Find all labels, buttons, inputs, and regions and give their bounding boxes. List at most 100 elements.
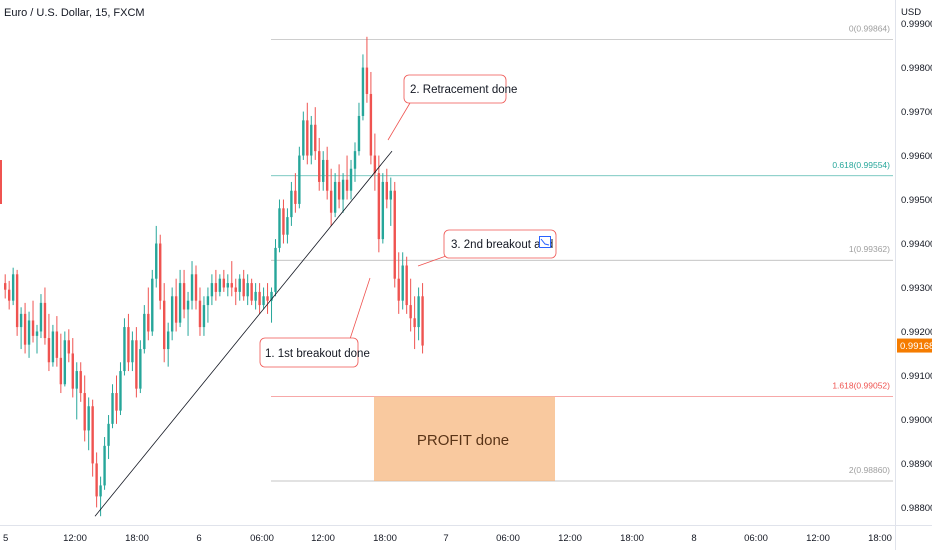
fib-0-label: 0(0.99864) [849,23,890,33]
time-tick: 12:00 [311,533,335,544]
candle-body [186,300,190,310]
candle-body [421,296,424,346]
candle-body [258,291,261,306]
candle-body [242,278,245,297]
time-tick: 5 [3,533,8,544]
fib-0618-label: 0.618(0.99554) [832,160,890,170]
callout-2nd-breakout-pointer [417,255,447,267]
price-tick: 0.99700 [901,107,932,118]
candle-body [83,393,86,431]
candle-body [91,406,94,464]
candle-body [143,313,146,350]
candle-body [27,320,31,345]
candle-body [409,305,412,319]
candle-body [111,393,114,424]
candle-body [39,302,43,332]
candle-body [413,318,416,328]
candle-body [19,313,23,328]
candle-body [325,159,329,191]
candle-body [202,305,206,328]
time-axis[interactable]: 5 12:00 18:00 6 06:00 12:00 18:00 7 06:00 12:00 18… [3,533,892,544]
candle-body [31,320,35,336]
price-tick: 0.98800 [901,503,932,514]
price-tick: 0.99300 [901,283,932,294]
candle-body [166,331,170,350]
candle-body [401,265,404,301]
candle-body [377,173,381,240]
candle-body [329,190,333,213]
candle-body [147,313,150,332]
candle-body [174,296,178,323]
candle-body [314,124,317,152]
chart-title: Euro / U.S. Dollar, 15, FXCM [4,7,145,19]
time-tick: 06:00 [744,533,768,544]
candle-body [393,190,396,279]
candle-body [131,340,134,363]
time-tick: 12:00 [63,533,87,544]
candle-body [286,217,289,235]
candle-body [119,371,122,411]
candle-body [349,168,353,191]
candle-body [381,181,385,240]
candle-body [405,265,408,306]
candle-body [135,340,138,389]
candle-body [302,120,305,156]
candle-body [75,371,78,389]
edge-candle [0,160,2,204]
candle-body [87,406,90,431]
candle-body [389,190,392,200]
candle-body [234,287,237,292]
chart-icon [539,236,551,248]
callout-2nd-breakout[interactable]: 3. 2nd breakout and [417,229,557,267]
callout-retracement-pointer [387,102,411,141]
candle-body [318,151,321,182]
candle-body [310,124,313,156]
candle-body [55,331,59,358]
candle-body [397,278,400,301]
time-tick: 6 [196,533,201,544]
candle-body [11,274,15,301]
candle-body [139,349,142,389]
callout-1st-breakout[interactable]: 1. 1st breakout done [259,277,371,368]
candle-body [254,291,257,301]
candle-body [282,208,285,235]
price-tick: 0.99500 [901,195,932,206]
time-tick: 7 [443,533,448,544]
candle-body [345,179,349,191]
last-price-marker: 0.99168 [897,338,932,353]
candle-body [385,181,388,200]
callout-1st-breakout-pointer [349,277,371,340]
time-tick: 06:00 [250,533,274,544]
candle-body [357,115,361,152]
candle-body [190,274,194,301]
candle-body [59,357,63,385]
profit-label: PROFIT done [417,432,509,449]
candle-body [274,247,277,292]
callout-retracement-text: 2. Retracement done [410,84,517,96]
callout-retracement[interactable]: 2. Retracement done [387,74,517,141]
candle-body [230,283,233,288]
candle-body [266,296,269,301]
currency-label: USD [901,7,921,18]
time-tick: 18:00 [868,533,892,544]
trendline[interactable] [94,150,393,517]
candle-body [79,371,82,394]
candle-body [15,274,19,328]
candle-body [294,190,297,204]
fib-retracement[interactable]: 0(0.99864) 0.618(0.99554) 1(0.99362) 1.618(… [271,23,893,482]
callout-2nd-breakout-text: 3. 2nd breakout and [451,239,553,251]
candle-body [115,393,118,411]
candle-body [369,93,373,156]
candle-body [262,296,265,306]
candle-body [238,278,241,292]
candle-body [23,313,27,345]
candle-body [210,283,214,297]
candle-body [306,120,309,156]
price-axis[interactable]: 0.99900 0.99800 0.99700 0.99600 0.99500 0.994… [901,19,932,514]
candle-body [290,190,293,218]
profit-box[interactable] [374,396,555,482]
price-tick: 0.99900 [901,19,932,30]
candle-body [361,67,365,116]
